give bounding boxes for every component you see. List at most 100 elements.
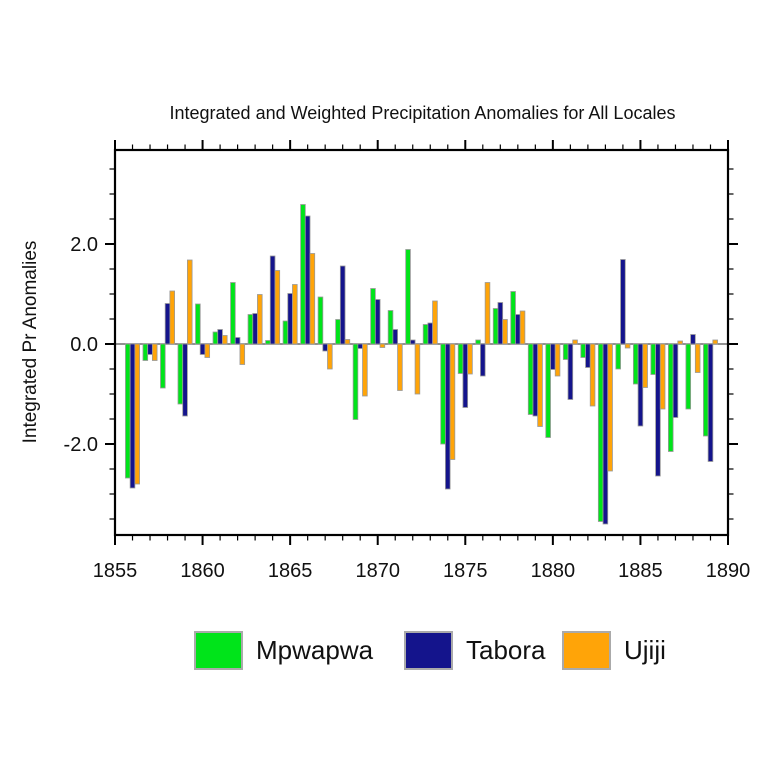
legend-label-tabora: Tabora [466,634,546,665]
bar-mpwapwa-1875 [457,343,464,374]
y-tick-label--2.0: -2.0 [64,434,98,456]
bar-tabora-1861 [217,329,223,345]
bar-ujiji-1888 [694,343,701,373]
bar-mpwapwa-1859 [177,343,184,405]
bar-mpwapwa-1865 [282,320,289,345]
bar-mpwapwa-1866 [300,204,306,345]
bar-tabora-1885 [637,343,644,427]
x-tick-label-1860: 1860 [180,560,225,582]
bar-mpwapwa-1876 [475,339,481,345]
bar-mpwapwa-1872 [405,249,411,345]
bar-ujiji-1866 [309,253,316,345]
bar-mpwapwa-1883 [597,343,604,522]
bar-mpwapwa-1873 [422,324,429,345]
bar-tabora-1864 [269,255,276,345]
bar-mpwapwa-1862 [230,282,236,345]
bar-tabora-1881 [567,343,574,400]
bar-ujiji-1887 [677,340,683,345]
bar-tabora-1865 [287,293,293,345]
bar-tabora-1862 [234,337,241,345]
bar-mpwapwa-1861 [212,331,219,345]
bar-mpwapwa-1874 [440,343,446,445]
x-tick-label-1875: 1875 [443,560,488,582]
bar-ujiji-1889 [712,339,718,345]
bar-ujiji-1867 [327,343,333,370]
bar-mpwapwa-1877 [492,308,499,345]
bar-tabora-1886 [655,343,661,477]
bar-mpwapwa-1886 [650,343,656,375]
bar-mpwapwa-1884 [615,343,621,370]
x-tick-label-1870: 1870 [355,560,400,582]
bar-ujiji-1879 [537,343,543,427]
bar-ujiji-1881 [572,339,578,345]
bar-mpwapwa-1868 [335,319,341,345]
bar-mpwapwa-1881 [562,343,569,360]
bar-ujiji-1882 [589,343,596,407]
bar-ujiji-1877 [502,319,508,345]
legend-swatch-mpwapwa [194,630,243,670]
bar-mpwapwa-1888 [685,343,692,410]
bar-ujiji-1862 [239,343,246,365]
bar-mpwapwa-1869 [352,343,359,420]
bar-mpwapwa-1871 [387,310,394,345]
bar-tabora-1882 [585,343,591,368]
bar-ujiji-1865 [292,284,298,345]
bar-tabora-1883 [602,343,609,525]
bar-ujiji-1883 [607,343,613,472]
bar-ujiji-1871 [397,343,403,391]
legend-swatch-tabora [404,630,453,670]
bar-tabora-1879 [532,343,539,417]
bar-mpwapwa-1867 [317,296,324,345]
bar-tabora-1857 [147,343,153,355]
bar-tabora-1875 [462,343,469,408]
legend-label-ujiji: Ujiji [624,634,666,665]
bar-mpwapwa-1858 [160,343,166,389]
bar-ujiji-1859 [187,259,193,345]
x-tick-label-1885: 1885 [618,560,663,582]
chart-title: Integrated and Weighted Precipitation An… [169,103,676,123]
bar-tabora-1868 [339,265,346,345]
bar-ujiji-1872 [414,343,421,395]
x-tick-label-1855: 1855 [93,560,138,582]
bar-ujiji-1876 [484,282,491,345]
bar-mpwapwa-1860 [195,303,201,345]
bar-tabora-1877 [497,302,504,345]
bar-tabora-1858 [164,303,171,345]
bar-ujiji-1880 [554,343,561,377]
bar-mpwapwa-1879 [527,343,534,415]
bar-tabora-1860 [199,343,206,355]
bar-mpwapwa-1889 [703,343,709,437]
bar-ujiji-1886 [659,343,666,410]
bar-tabora-1866 [304,215,311,345]
bar-tabora-1869 [357,343,363,349]
bar-tabora-1876 [480,343,486,377]
legend-swatch-ujiji [562,630,611,670]
bar-ujiji-1885 [642,343,648,388]
bar-ujiji-1878 [519,310,526,345]
bar-ujiji-1874 [449,343,456,460]
bar-tabora-1878 [515,314,521,345]
bar-ujiji-1863 [257,294,263,345]
legend-item-tabora: Tabora [404,629,546,671]
bar-mpwapwa-1863 [247,314,254,345]
bar-mpwapwa-1870 [370,288,376,345]
bar-tabora-1888 [690,334,696,345]
bar-tabora-1867 [322,343,328,352]
y-tick-label-0.0: 0.0 [70,334,98,356]
legend-item-ujiji: Ujiji [562,629,666,671]
bar-ujiji-1869 [362,343,368,397]
bar-ujiji-1858 [169,290,175,345]
bar-tabora-1889 [707,343,714,462]
bar-tabora-1872 [409,339,416,345]
bar-ujiji-1870 [379,343,386,348]
bar-tabora-1863 [252,313,258,345]
legend-item-mpwapwa: Mpwapwa [194,629,373,671]
bar-ujiji-1875 [467,343,473,375]
bar-ujiji-1860 [204,343,211,358]
bar-ujiji-1857 [151,343,158,361]
bar-tabora-1856 [129,343,136,489]
bar-tabora-1884 [620,259,626,345]
bar-tabora-1887 [672,343,679,418]
